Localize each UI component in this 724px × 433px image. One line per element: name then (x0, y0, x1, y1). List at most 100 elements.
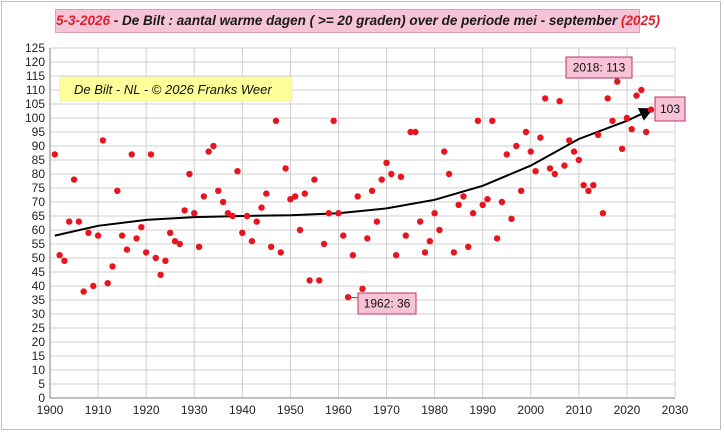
data-point (162, 257, 169, 264)
data-point (263, 190, 270, 197)
data-point (460, 193, 467, 200)
data-point (335, 210, 342, 217)
data-point (609, 117, 616, 125)
data-point (186, 170, 193, 178)
data-point (104, 280, 111, 287)
data-point (450, 249, 458, 256)
brand-box: De Bilt - NL - © 2026 Franks Weer (59, 76, 293, 102)
data-point (368, 187, 376, 194)
annotation-label: 103 (660, 102, 680, 116)
x-tick-label: 1930 (181, 403, 208, 417)
data-point (287, 196, 294, 203)
data-point (421, 249, 429, 256)
y-tick-label: 20 (32, 335, 46, 349)
data-point (61, 257, 68, 264)
data-point (498, 198, 506, 206)
brand-label: De Bilt - NL - © 2026 Franks Weer (74, 82, 272, 97)
y-tick-label: 100 (25, 111, 45, 125)
data-point (85, 229, 92, 236)
axes: 0510152025303540455055606570758085909510… (25, 41, 689, 417)
data-point (392, 252, 400, 259)
annotation-label: 1962: 36 (364, 297, 411, 311)
x-tick-label: 2000 (517, 403, 544, 417)
data-point (566, 137, 573, 144)
data-point (402, 232, 409, 239)
annotation-box (565, 56, 633, 79)
data-point (219, 198, 227, 206)
data-point (157, 271, 164, 278)
data-point (70, 176, 78, 183)
y-tick-label: 90 (32, 139, 46, 153)
data-point (618, 145, 626, 152)
data-point (426, 238, 434, 245)
x-tick-label: 1940 (229, 403, 256, 417)
data-point (253, 218, 260, 225)
annotation-leader (614, 77, 618, 82)
trendline-group (54, 107, 654, 237)
data-point (503, 151, 510, 158)
data-point (397, 173, 405, 180)
y-tick-label: 40 (32, 279, 46, 293)
y-tick-label: 60 (32, 223, 46, 237)
data-point (378, 176, 385, 183)
y-tick-label: 70 (32, 195, 46, 209)
data-point (243, 212, 251, 220)
y-tick-label: 35 (32, 293, 46, 307)
data-point (479, 201, 486, 208)
y-tick-label: 75 (32, 181, 46, 195)
data-point (359, 285, 366, 292)
data-point (431, 210, 438, 217)
data-point (272, 117, 280, 125)
y-tick-label: 50 (32, 251, 46, 265)
data-point (296, 226, 304, 234)
data-point (349, 252, 357, 259)
data-point (388, 170, 395, 178)
data-point (412, 128, 419, 136)
data-point (267, 243, 275, 250)
data-point (320, 240, 328, 248)
y-tick-label: 25 (32, 321, 46, 335)
data-point (436, 226, 443, 234)
x-tick-label: 2020 (614, 403, 641, 417)
data-point (195, 243, 203, 250)
annotation-box (357, 292, 417, 315)
data-point (489, 117, 496, 125)
data-point (441, 148, 448, 155)
title-separator: - (110, 13, 123, 28)
data-point (282, 165, 289, 172)
data-point (614, 78, 621, 85)
data-point (330, 117, 337, 125)
y-tick-label: 5 (38, 377, 45, 391)
data-point (306, 277, 313, 284)
y-tick-label: 110 (26, 83, 45, 97)
data-point (138, 224, 145, 231)
data-point (340, 232, 347, 239)
y-tick-label: 30 (32, 307, 46, 321)
data-point (118, 232, 126, 239)
data-point (344, 294, 352, 301)
x-tick-label: 1900 (37, 403, 64, 417)
y-tick-label: 105 (25, 97, 45, 111)
data-point (455, 201, 462, 208)
data-point (527, 148, 534, 155)
trend-line (54, 107, 654, 237)
data-point (234, 168, 241, 175)
data-point (570, 148, 578, 155)
data-point (166, 229, 174, 236)
data-point (224, 210, 232, 217)
data-point (493, 235, 501, 242)
data-point (200, 193, 208, 200)
data-point (311, 176, 318, 183)
data-point (128, 151, 135, 158)
y-tick-label: 65 (32, 209, 46, 223)
x-tick-label: 1950 (277, 403, 304, 417)
data-point (474, 117, 482, 125)
data-point (623, 114, 631, 122)
data-point (239, 229, 246, 236)
data-point (556, 98, 563, 105)
y-tick-label: 115 (26, 69, 45, 83)
y-tick-label: 10 (32, 363, 46, 377)
data-point (532, 168, 539, 175)
data-point (152, 254, 159, 262)
